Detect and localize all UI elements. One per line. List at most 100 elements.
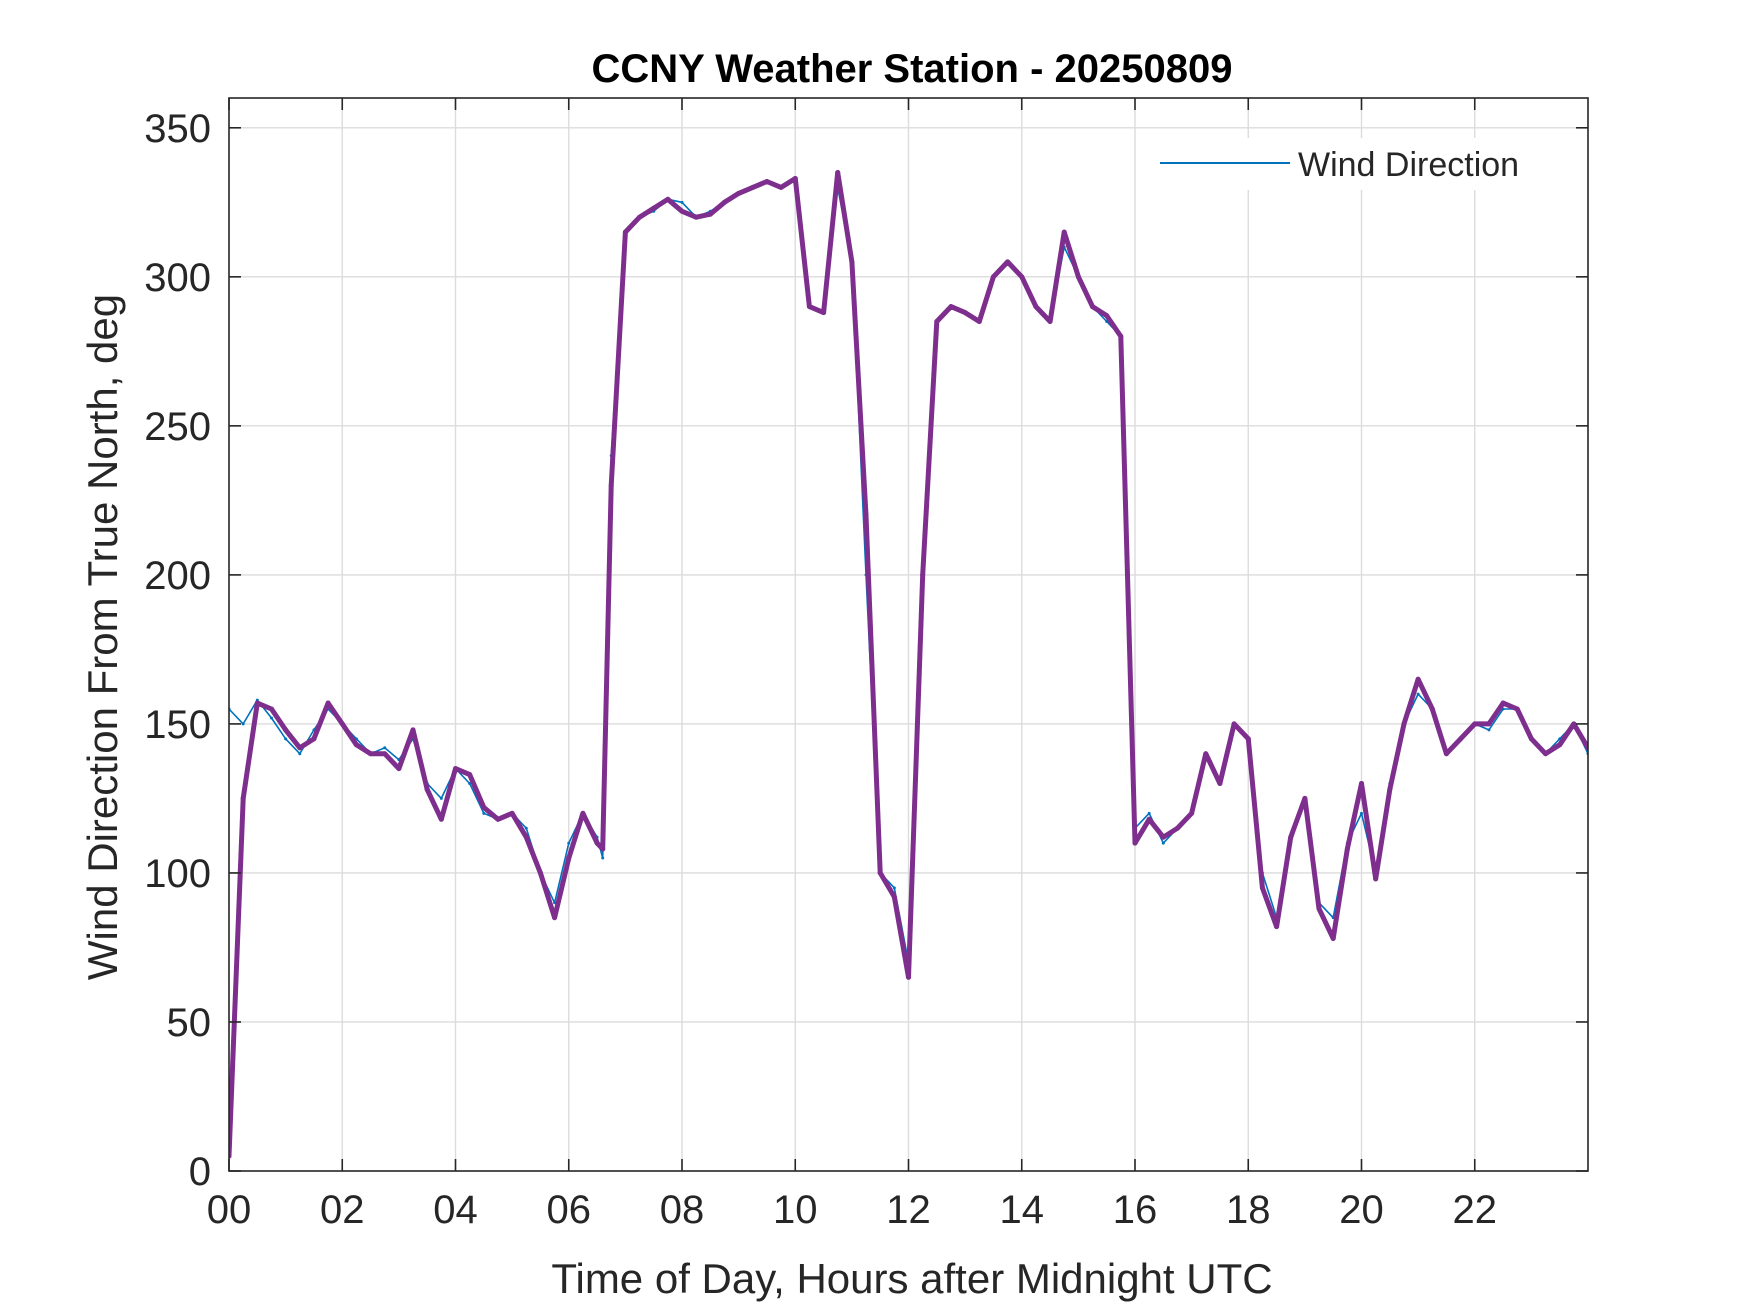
data-point	[284, 737, 288, 741]
data-point	[567, 841, 571, 845]
x-tick-label: 00	[207, 1188, 252, 1232]
data-point	[1500, 700, 1506, 706]
y-tick-label: 300	[144, 256, 211, 300]
y-tick-label: 200	[144, 554, 211, 598]
data-point	[1429, 706, 1435, 712]
data-point	[962, 310, 968, 316]
data-point	[622, 229, 628, 235]
data-point	[1330, 936, 1336, 942]
data-point	[1245, 736, 1251, 742]
y-tick-label: 100	[144, 852, 211, 896]
data-point	[778, 184, 784, 190]
chart-title: CCNY Weather Station - 20250809	[592, 47, 1233, 91]
data-point	[835, 170, 841, 176]
x-tick-label: 14	[1000, 1188, 1045, 1232]
data-point	[1316, 906, 1322, 912]
data-point	[1160, 834, 1166, 840]
y-axis-label: Wind Direction From True North, deg	[79, 294, 126, 980]
data-point	[439, 796, 443, 800]
data-point	[468, 782, 472, 786]
data-point	[1189, 810, 1195, 816]
data-point	[721, 199, 727, 205]
data-point	[600, 846, 606, 852]
y-tick-label: 150	[144, 703, 211, 747]
data-point	[269, 716, 273, 720]
data-point	[594, 840, 600, 846]
data-point	[1359, 781, 1364, 787]
data-point	[1231, 721, 1237, 727]
data-point	[792, 175, 798, 181]
data-point	[1274, 924, 1280, 930]
x-tick-label: 08	[660, 1188, 705, 1232]
x-tick-label: 02	[320, 1188, 365, 1232]
data-point	[1203, 751, 1209, 757]
data-point	[1543, 751, 1549, 757]
data-point	[651, 205, 657, 211]
data-point	[467, 772, 473, 778]
series-lines	[229, 170, 1588, 1159]
data-point	[1514, 706, 1520, 712]
data-point	[1061, 229, 1067, 235]
x-tick-label: 04	[433, 1188, 478, 1232]
data-point	[552, 915, 558, 921]
data-point	[283, 727, 289, 733]
x-tick-label: 20	[1339, 1188, 1384, 1232]
data-point	[679, 208, 685, 214]
data-point	[268, 706, 274, 712]
data-point	[1415, 676, 1421, 682]
data-point	[410, 727, 416, 733]
data-point	[849, 259, 855, 265]
data-point	[608, 482, 614, 488]
y-tick-label: 0	[189, 1150, 211, 1194]
data-point	[1075, 274, 1081, 280]
x-tick-label: 06	[547, 1188, 592, 1232]
data-point	[1486, 721, 1492, 727]
data-point	[254, 700, 260, 706]
data-point	[481, 804, 487, 810]
data-point	[1288, 834, 1294, 840]
data-point	[1302, 795, 1308, 801]
data-point	[1174, 825, 1180, 831]
data-point	[637, 214, 643, 220]
data-point	[553, 901, 557, 905]
data-point	[934, 319, 940, 325]
data-point	[1217, 781, 1223, 787]
data-point	[339, 721, 345, 727]
data-point	[821, 310, 827, 316]
data-point	[566, 855, 572, 861]
data-point	[877, 870, 883, 876]
data-point	[396, 766, 402, 772]
data-point	[382, 751, 388, 757]
data-point	[453, 766, 458, 772]
data-point	[1387, 786, 1393, 792]
data-point	[1161, 841, 1165, 845]
legend: Wind Direction	[1150, 138, 1570, 190]
data-point	[368, 751, 374, 757]
data-point	[601, 856, 605, 860]
data-point	[1033, 304, 1039, 310]
data-point	[948, 304, 954, 310]
legend-label-wind-direction: Wind Direction	[1298, 146, 1519, 184]
data-point	[707, 211, 713, 217]
data-point	[920, 572, 926, 578]
x-tick-label: 12	[886, 1188, 931, 1232]
y-tick-label: 50	[167, 1001, 212, 1045]
data-point	[1146, 816, 1152, 822]
grid	[229, 98, 1588, 1171]
data-point	[1259, 885, 1265, 891]
data-point	[1443, 751, 1449, 757]
data-point	[1147, 811, 1151, 815]
data-point	[1557, 742, 1563, 748]
x-axis-label: Time of Day, Hours after Midnight UTC	[551, 1255, 1272, 1302]
data-point	[736, 190, 742, 196]
data-point	[523, 834, 529, 840]
data-point	[325, 700, 331, 706]
data-point	[298, 752, 302, 756]
data-point	[1416, 692, 1420, 696]
data-point	[806, 304, 812, 310]
data-point	[1458, 736, 1464, 742]
data-point	[693, 214, 699, 220]
data-point	[311, 736, 317, 742]
data-point	[1104, 313, 1110, 319]
data-point	[764, 178, 770, 184]
